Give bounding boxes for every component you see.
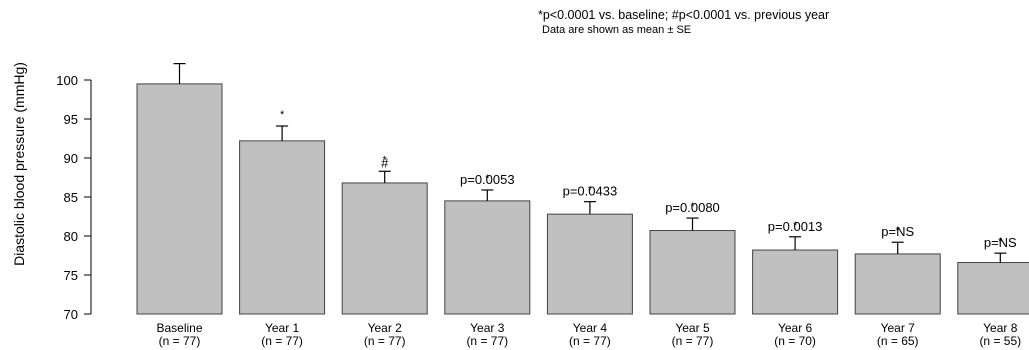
p-value-annotation: p=NS <box>881 224 914 239</box>
x-sample-size-label: (n = 70) <box>774 334 816 348</box>
bar <box>546 213 633 315</box>
bar <box>341 182 428 315</box>
x-sample-size-label: (n = 77) <box>466 334 508 348</box>
x-sample-size-label: (n = 77) <box>159 334 201 348</box>
significance-star: * <box>383 154 388 166</box>
significance-star: * <box>793 220 798 232</box>
x-sample-size-label: (n = 77) <box>569 334 611 348</box>
p-value-annotation: p=0.0053 <box>460 172 515 187</box>
x-category-label: Year 2 <box>368 321 403 335</box>
x-sample-size-label: (n = 65) <box>877 334 919 348</box>
bar <box>752 249 839 315</box>
bars-group: **#*p=0.0053*p=0.0433*p=0.0080*p=0.0013 *… <box>136 63 1029 315</box>
p-value-annotation: p=NS <box>984 235 1017 250</box>
significance-star: * <box>690 201 695 213</box>
x-category-label: Year 4 <box>573 321 608 335</box>
bar <box>649 230 736 315</box>
significance-star: * <box>896 225 901 237</box>
x-sample-size-label: (n = 77) <box>261 334 303 348</box>
x-category-label: Year 7 <box>881 321 916 335</box>
x-category-label: Year 3 <box>470 321 505 335</box>
p-value-annotation: p=0.0013 <box>768 219 823 234</box>
legend-note-significance: *p<0.0001 vs. baseline; #p<0.0001 vs. pr… <box>538 8 829 22</box>
x-category-label: Year 8 <box>983 321 1018 335</box>
x-axis-labels: Baseline(n = 77)Year 1(n = 77)Year 2(n =… <box>156 321 1021 348</box>
y-tick-label: 90 <box>64 151 78 166</box>
x-category-label: Baseline <box>156 321 202 335</box>
y-tick-label: 80 <box>64 229 78 244</box>
x-sample-size-label: (n = 55) <box>979 334 1021 348</box>
p-value-annotation: p=0.0433 <box>563 184 618 199</box>
y-axis-label: Diastolic blood pressure (mmHg) <box>11 62 27 266</box>
x-category-label: Year 6 <box>778 321 813 335</box>
y-tick-label: 75 <box>64 268 78 283</box>
p-value-annotation: p=0.0080 <box>665 200 720 215</box>
y-axis: 70 75 80 85 90 95 100 <box>56 73 92 322</box>
y-tick-label: 95 <box>64 112 78 127</box>
significance-star: * <box>588 185 593 197</box>
bar <box>957 262 1029 315</box>
p-value-annotation: # <box>381 155 389 170</box>
bar <box>854 253 941 315</box>
significance-star: * <box>485 173 490 185</box>
y-tick-label: 85 <box>64 190 78 205</box>
y-tick-label: 100 <box>56 73 78 88</box>
y-tick-label: 70 <box>64 307 78 322</box>
x-category-label: Year 5 <box>675 321 710 335</box>
bar <box>136 83 223 315</box>
x-sample-size-label: (n = 77) <box>364 334 406 348</box>
significance-star: * <box>280 109 285 121</box>
x-sample-size-label: (n = 77) <box>672 334 714 348</box>
legend-note-data-format: Data are shown as mean ± SE <box>542 24 691 36</box>
bar <box>239 140 326 315</box>
bar <box>444 200 531 315</box>
x-category-label: Year 1 <box>265 321 300 335</box>
significance-star: * <box>998 236 1003 248</box>
